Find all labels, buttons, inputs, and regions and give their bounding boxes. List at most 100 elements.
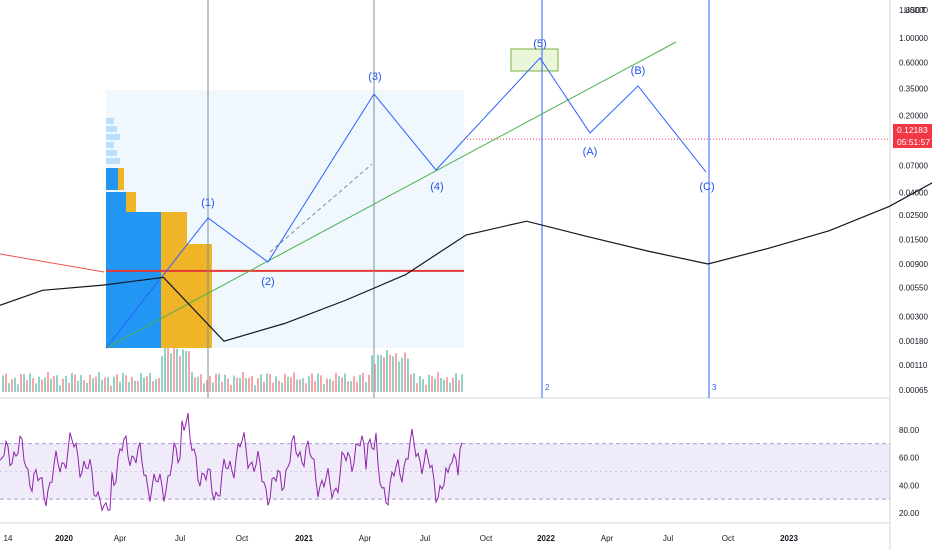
- volume-bar: [332, 380, 334, 392]
- volume-bar: [407, 358, 409, 392]
- volume-bar: [59, 385, 61, 392]
- wave-5-target-box: [510, 48, 559, 72]
- volume-bar: [11, 379, 13, 392]
- volume-bar: [314, 381, 316, 392]
- volume-bar: [179, 355, 181, 392]
- volume-bar: [431, 375, 433, 392]
- time-tick-label: 2023: [780, 534, 798, 543]
- volume-bar: [23, 374, 25, 392]
- volume-bar: [14, 377, 16, 392]
- volume-bar: [374, 364, 376, 392]
- volume-bar: [323, 384, 325, 392]
- countdown-timer: 05:51:57: [897, 137, 931, 147]
- volume-bar: [224, 374, 226, 392]
- volume-bar: [104, 377, 106, 392]
- volume-bar: [155, 379, 157, 392]
- price-tick-label: 0.60000: [899, 59, 928, 68]
- price-tick-label: 0.02500: [899, 211, 928, 220]
- time-tick-label: 2021: [295, 534, 313, 543]
- wave-label: (4): [430, 181, 443, 193]
- volume-bar: [200, 374, 202, 392]
- volume-bar: [422, 379, 424, 392]
- drawn-lines: [0, 41, 890, 349]
- long-trendline: [105, 41, 677, 349]
- volume-bar: [452, 377, 454, 392]
- volume-bar: [410, 374, 412, 392]
- volume-bar: [161, 355, 163, 392]
- volume-bar: [95, 376, 97, 392]
- volume-bar: [92, 378, 94, 392]
- volume-bar: [329, 378, 331, 392]
- wave-label: (C): [699, 181, 714, 193]
- volume-bar: [71, 373, 73, 392]
- volume-bar: [116, 374, 118, 392]
- price-tick-label: 0.04000: [899, 188, 928, 197]
- rsi-tick-label: 20.00: [899, 509, 920, 518]
- price-tick-label: 0.00300: [899, 313, 928, 322]
- volume-bar: [293, 372, 295, 392]
- volume-bar: [341, 377, 343, 392]
- volume-bar: [86, 382, 88, 392]
- volume-bar: [62, 378, 64, 392]
- volume-bar: [389, 354, 391, 392]
- volume-bar: [191, 372, 193, 392]
- volume-bar: [281, 382, 283, 392]
- volume-bar: [383, 357, 385, 392]
- volume-bar: [425, 384, 427, 392]
- volume-bar: [326, 378, 328, 392]
- price-series: [0, 182, 932, 342]
- volume-bar: [8, 383, 10, 392]
- volume-bar: [170, 353, 172, 392]
- volume-bar: [350, 381, 352, 392]
- volume-bar: [278, 380, 280, 392]
- price-tick-label: 0.07000: [899, 162, 928, 171]
- volume-bar: [17, 384, 19, 392]
- volume-bar: [260, 374, 262, 392]
- price-tick-label: 0.35000: [899, 85, 928, 94]
- volume-bar: [347, 381, 349, 392]
- time-tick-label: 14: [4, 534, 13, 543]
- volume-bar: [50, 378, 52, 392]
- volume-bar: [359, 374, 361, 392]
- time-tick-label: 2022: [537, 534, 555, 543]
- volume-bar: [158, 377, 160, 392]
- volume-bar: [182, 349, 184, 392]
- volume-bar: [437, 372, 439, 392]
- volume-bar: [137, 380, 139, 392]
- volume-bar: [461, 374, 463, 392]
- volume-bar: [20, 373, 22, 392]
- volume-bar: [296, 379, 298, 392]
- volume-bar: [338, 376, 340, 392]
- profile-bar-down: [118, 168, 124, 190]
- time-tick-label: Apr: [601, 534, 614, 543]
- profile-bar-small: [106, 134, 120, 140]
- volume-bar: [386, 350, 388, 392]
- rsi-panel: [0, 413, 890, 513]
- volume-bar: [380, 355, 382, 392]
- volume-bar: [290, 377, 292, 392]
- volume-bar: [119, 381, 121, 392]
- volume-bar: [428, 374, 430, 392]
- volume-bar: [77, 380, 79, 392]
- volume-bar: [443, 379, 445, 392]
- volume-bar: [272, 382, 274, 392]
- price-tick-label: 0.00900: [899, 260, 928, 269]
- time-tick-label: Jul: [663, 534, 673, 543]
- volume-bar: [221, 381, 223, 392]
- volume-bar: [89, 374, 91, 392]
- price-tick-label: 0.00180: [899, 337, 928, 346]
- last-price-tag[interactable]: 0.12183 05:51:57: [893, 124, 932, 148]
- wave-label: (B): [631, 65, 646, 77]
- volume-bar: [122, 372, 124, 392]
- time-tick-label: Apr: [359, 534, 372, 543]
- price-tick-label: 0.00550: [899, 284, 928, 293]
- volume-bar: [80, 374, 82, 392]
- volume-bar: [257, 378, 259, 392]
- volume-bar: [419, 376, 421, 392]
- wave-label: (5): [533, 38, 546, 50]
- volume-bar: [344, 373, 346, 392]
- volume-bar: [29, 373, 31, 392]
- volume-bar: [242, 372, 244, 392]
